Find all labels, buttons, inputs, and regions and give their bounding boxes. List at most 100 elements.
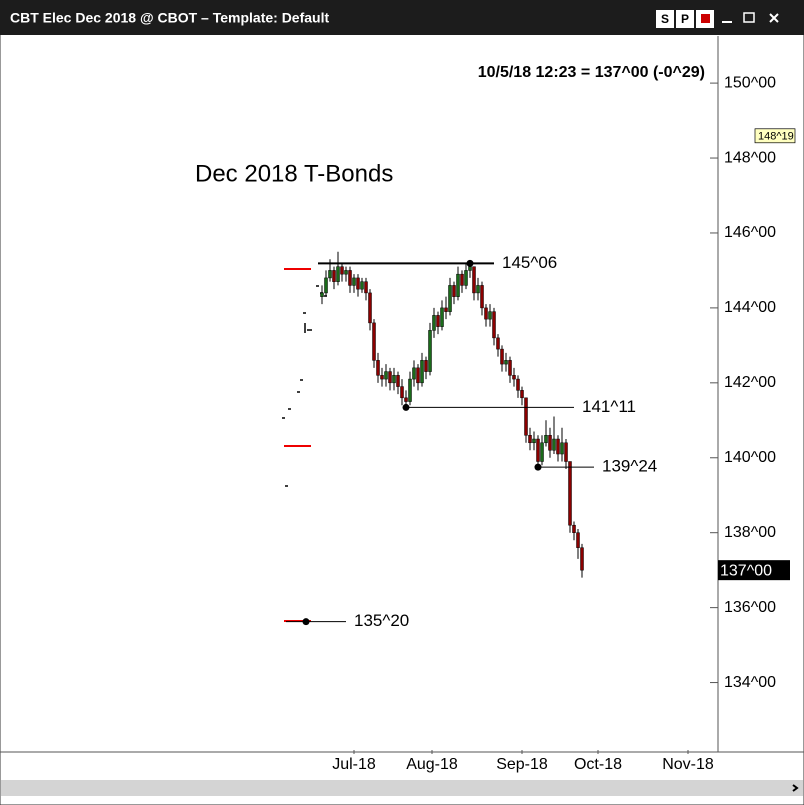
candle-body <box>484 307 488 320</box>
candle-body <box>580 547 584 571</box>
candle-body <box>324 277 328 294</box>
button[interactable] <box>656 10 674 28</box>
close[interactable] <box>769 13 779 23</box>
y-tick-label: 140^00 <box>724 449 776 466</box>
level-label: 135^20 <box>354 611 409 630</box>
candle-body <box>340 266 344 275</box>
candle-body <box>352 277 356 286</box>
button-label[interactable]: P <box>681 12 689 26</box>
candle-body <box>440 307 444 327</box>
candle-body <box>320 292 324 297</box>
y-tick-label: 144^00 <box>724 299 776 316</box>
candle-body <box>348 270 352 286</box>
candle-body <box>396 375 400 387</box>
candle-body <box>544 435 548 444</box>
candle-body <box>432 315 436 331</box>
last-price-label: 137^00 <box>720 562 772 579</box>
level-label: 145^06 <box>502 253 557 272</box>
y-tick-label: 138^00 <box>724 524 776 541</box>
price-marker-label: 148^19 <box>758 131 794 143</box>
scroll-arrow[interactable] <box>792 784 799 792</box>
candle-body <box>492 311 496 339</box>
candle-body <box>332 270 336 282</box>
level-label: 141^11 <box>582 397 636 416</box>
restore[interactable] <box>743 12 755 23</box>
candle-body <box>360 281 364 290</box>
candle-body <box>376 360 380 376</box>
x-tick-label: Aug-18 <box>406 756 458 773</box>
level-point <box>302 618 310 626</box>
candle-body <box>328 270 332 279</box>
candle-body <box>568 461 572 526</box>
candle-body <box>496 337 500 350</box>
candle-body <box>356 277 360 290</box>
candle-body <box>472 266 476 294</box>
candle-body <box>504 360 508 365</box>
candle-body <box>420 360 424 384</box>
button[interactable] <box>676 10 694 28</box>
candle-body <box>556 438 560 455</box>
quote: 10/5/18 12:23 = 137^00 (-0^29) <box>478 64 705 81</box>
candle-body <box>540 442 544 462</box>
candle-body <box>404 397 408 402</box>
candle-body <box>508 360 512 376</box>
candle-body <box>576 532 580 548</box>
window-title: CBT Elec Dec 2018 @ CBOT – Template: Def… <box>10 10 329 26</box>
candle-body <box>448 285 452 312</box>
x-tick-label: Sep-18 <box>496 756 548 773</box>
candle-body <box>524 397 528 436</box>
candle-body <box>480 285 484 309</box>
y-tick-label: 136^00 <box>724 599 776 616</box>
candle-body <box>336 266 340 282</box>
candle-body <box>476 285 480 294</box>
candle-body <box>516 378 520 391</box>
x-tick-label: Oct-18 <box>574 756 622 773</box>
candle-body <box>500 348 504 365</box>
y-tick-label: 148^00 <box>724 149 776 166</box>
y-tick-label: 146^00 <box>724 224 776 241</box>
candle-body <box>384 371 388 380</box>
level-point <box>402 403 410 411</box>
y-tick-label: 142^00 <box>724 374 776 391</box>
candle-body <box>368 292 372 324</box>
scrollbar[interactable] <box>1 780 803 796</box>
candle-body <box>392 375 396 384</box>
button-label[interactable]: S <box>661 12 669 26</box>
candle-body <box>444 307 448 312</box>
candle-body <box>464 270 468 286</box>
y-tick-label: 134^00 <box>724 674 776 691</box>
chart-title: Dec 2018 T-Bonds <box>195 160 393 187</box>
candle-body <box>408 378 412 402</box>
candle-body <box>428 330 432 372</box>
candle-body <box>552 438 556 451</box>
link-icon <box>701 14 710 23</box>
x-tick-label: Jul-18 <box>332 756 376 773</box>
candle-body <box>560 442 564 455</box>
candle-body <box>536 438 540 462</box>
candle-body <box>436 315 440 327</box>
candle-body <box>460 273 464 286</box>
candle-body <box>344 270 348 275</box>
candle-body <box>468 266 472 271</box>
candle-body <box>572 524 576 533</box>
level-point <box>466 259 474 267</box>
price-marker-box <box>754 128 796 144</box>
candle-body <box>532 438 536 444</box>
level-point <box>534 463 542 471</box>
candle-body <box>400 386 404 399</box>
candle-body <box>388 371 392 384</box>
y-tick-label: 150^00 <box>724 74 776 91</box>
level-label: 139^24 <box>602 457 657 476</box>
candle-body <box>528 435 532 444</box>
candle-body <box>520 390 524 399</box>
candle-body <box>548 435 552 451</box>
candle-body <box>412 367 416 380</box>
candle-body <box>452 285 456 297</box>
x-tick-label: Nov-18 <box>662 756 714 773</box>
candle-body <box>380 375 384 380</box>
candle-body <box>512 375 516 380</box>
candle-body <box>364 281 368 294</box>
candle-body <box>456 273 460 297</box>
candle-body <box>424 360 428 372</box>
